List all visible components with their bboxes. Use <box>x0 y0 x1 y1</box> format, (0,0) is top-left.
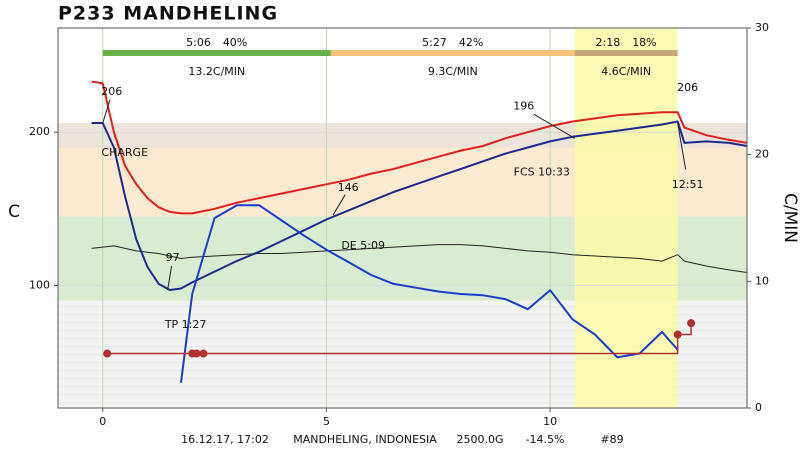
event-marker <box>687 319 696 328</box>
phase-time: 5:27 <box>422 36 447 49</box>
phase-percent: 42% <box>459 36 483 49</box>
chart-title: P233 MANDHELING <box>58 3 278 25</box>
annotation-label: DE 5:09 <box>341 239 385 252</box>
y2-tick-label: 30 <box>755 21 769 34</box>
annotation-leader <box>332 194 346 216</box>
y2-tick-label: 20 <box>755 148 769 161</box>
event-marker <box>199 349 208 358</box>
event-marker <box>673 330 682 339</box>
annotation-label: CHARGE <box>101 146 148 159</box>
annotation-label: FCS 10:33 <box>514 165 570 178</box>
y-tick-label: 100 <box>29 278 50 291</box>
annotation-label: TP 1:27 <box>164 318 207 331</box>
annotation-leader <box>533 113 576 139</box>
series-line <box>180 204 679 383</box>
y2-tick-label: 10 <box>755 274 769 287</box>
event-marker <box>103 349 112 358</box>
plot-frame <box>57 27 748 409</box>
annotation-leader <box>167 265 173 291</box>
y2-axis-label: C/MIN <box>780 193 800 243</box>
series-line <box>91 80 747 215</box>
footer-text: -14.5% <box>526 433 565 446</box>
annotation-label: 97 <box>166 251 180 264</box>
phase-bar <box>574 50 678 56</box>
y-tick-label: 200 <box>29 125 50 138</box>
footer-text: MANDHELING, INDONESIA <box>293 433 437 446</box>
footer-text: #89 <box>600 433 623 446</box>
phase-highlight <box>574 28 678 408</box>
phase-rate: 13.2C/MIN <box>188 65 245 78</box>
phase-bar <box>102 50 331 56</box>
phase-percent: 40% <box>223 36 247 49</box>
x-tick-label: 0 <box>99 415 106 428</box>
phase-time: 5:06 <box>186 36 211 49</box>
annotation-label: 206 <box>677 81 698 94</box>
x-tick-label: 5 <box>323 415 330 428</box>
annotation-label: 146 <box>338 181 359 194</box>
phase-rate: 4.6C/MIN <box>601 65 651 78</box>
annotation-leader <box>677 122 687 170</box>
annotation-leader <box>102 99 111 124</box>
footer-text: 16.12.17, 17:02 <box>181 433 269 446</box>
phase-rate: 9.3C/MIN <box>428 65 478 78</box>
annotation-label: 196 <box>513 99 534 112</box>
phase-bar <box>330 50 575 56</box>
event-marker <box>192 349 201 358</box>
series-line <box>91 120 747 291</box>
phase-percent: 18% <box>632 36 656 49</box>
y-axis-label: C <box>8 202 20 222</box>
annotation-label: 12:51 <box>672 178 704 191</box>
y2-tick-label: 0 <box>755 401 762 414</box>
annotation-label: 206 <box>101 85 122 98</box>
phase-time: 2:18 <box>595 36 620 49</box>
x-tick-label: 10 <box>543 415 557 428</box>
series-line <box>91 244 747 273</box>
footer-text: 2500.0G <box>456 433 503 446</box>
